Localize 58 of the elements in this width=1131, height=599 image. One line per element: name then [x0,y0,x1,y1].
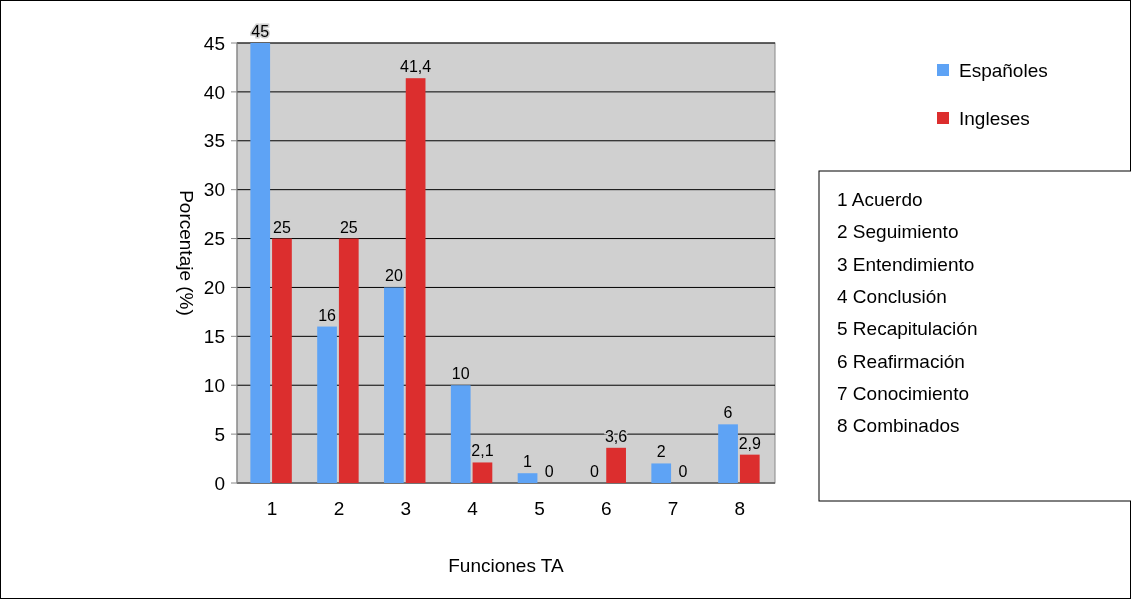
y-tick-label: 15 [203,325,225,347]
text: 1 Acuerdo [837,189,923,210]
x-tick-label: 5 [534,498,545,519]
y-tick-label: 5 [214,423,225,445]
data-label: 2 [656,443,666,461]
bar [606,447,626,483]
text: 5 Recapitulación [837,318,978,340]
bar [450,385,471,483]
legend-label: Españoles [959,59,1048,81]
bar [718,424,738,483]
data-label: 6 [723,404,733,422]
data-label: 2,1 [471,442,494,460]
data-label: 10 [451,365,470,383]
x-tick-label: 6 [600,498,612,519]
bar [517,473,538,483]
bar [651,463,672,483]
x-axis-title: Funciones TA [448,555,565,576]
bar [384,287,404,483]
data-label: 25 [339,218,358,236]
y-tick-label: 45 [203,32,225,54]
x-tick-label: 8 [734,498,746,519]
data-label: 20 [384,267,403,285]
y-tick-label: 35 [203,130,225,152]
legend-label: Ingleses [959,107,1030,129]
x-tick-label: 3 [400,498,412,519]
text: 3 Entendimiento [837,253,975,275]
data-label: 0 [589,463,599,480]
data-label: 2,9 [738,434,761,452]
data-label: 1 [523,453,533,471]
y-axis-title: Porcentaje (%) [176,190,197,316]
y-tick-label: 25 [203,228,225,250]
text: 2 Seguimiento [837,221,959,243]
data-label: 45 [251,23,270,40]
data-label: 0 [544,463,554,480]
data-label: 0 [678,463,688,480]
data-label: 16 [318,306,337,324]
data-label: 41,4 [400,58,432,76]
x-tick-label: 4 [467,498,479,519]
data-label: 25 [273,218,291,236]
text: 8 Combinados [837,415,960,437]
bar [250,43,271,483]
bar [338,238,359,483]
y-tick-label: 40 [203,81,225,103]
text: 7 Conocimiento [837,382,970,404]
y-tick-label: 20 [203,277,225,299]
bar [405,78,426,483]
bar [739,454,760,483]
y-tick-label: 0 [214,472,225,494]
x-tick-label: 2 [333,498,345,519]
text: 4 Conclusión [837,285,947,307]
y-tick-label: 10 [203,374,225,396]
text: 6 Reafirmación [837,350,965,372]
y-tick-label: 30 [203,179,225,201]
bar [317,326,337,483]
bar [272,238,292,483]
x-tick-label: 7 [667,498,679,519]
bar [472,462,493,483]
x-tick-label: 1 [266,498,278,519]
